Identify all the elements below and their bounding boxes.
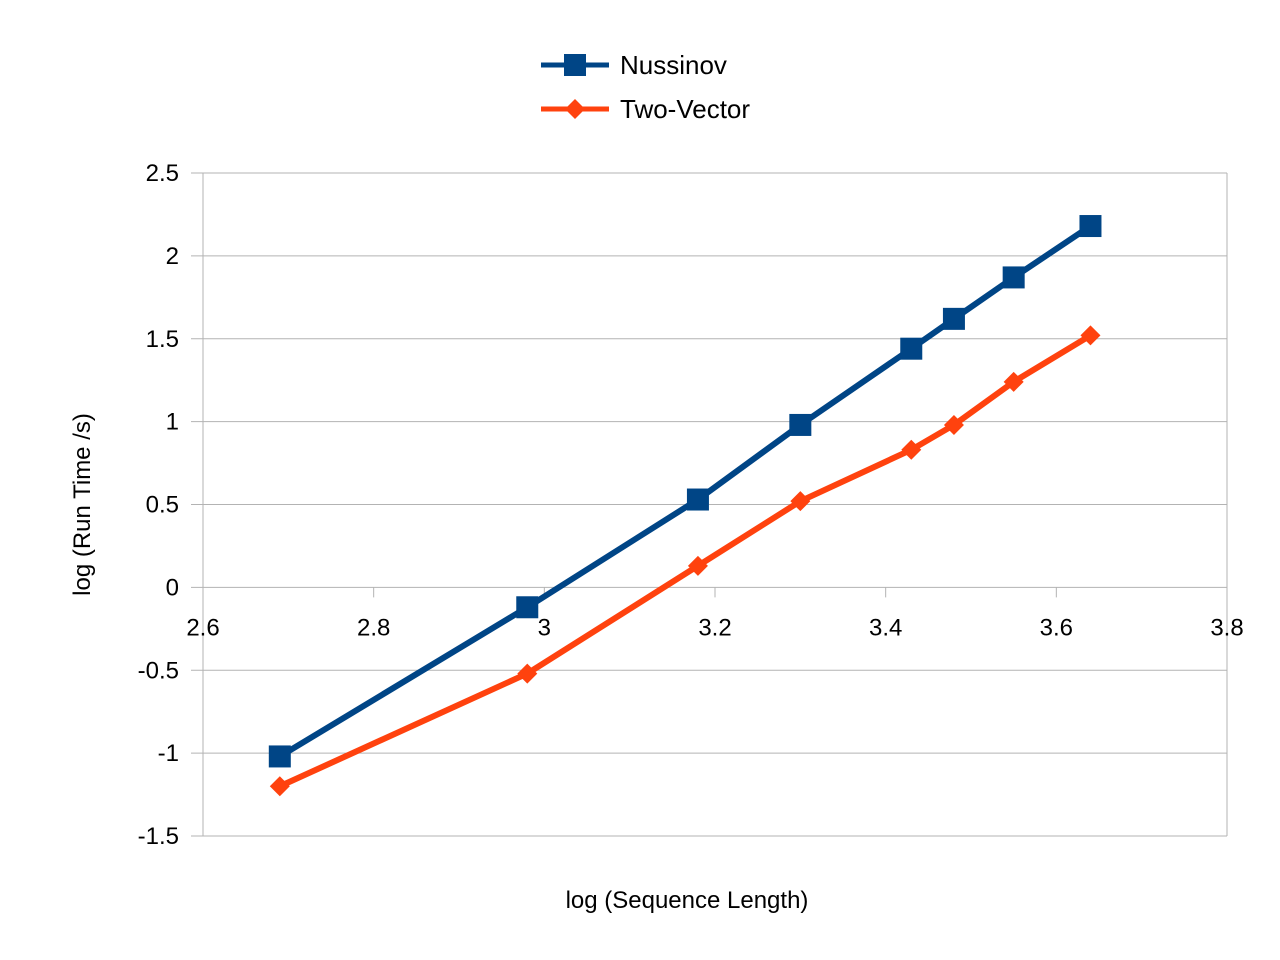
data-point-square <box>900 337 923 360</box>
x-tick-label: 2.8 <box>357 614 390 641</box>
data-point-diamond <box>517 663 538 684</box>
y-tick-label: 2.5 <box>146 160 179 187</box>
series-two-vector <box>269 325 1101 797</box>
data-point-square <box>268 745 291 768</box>
data-point-diamond <box>1080 325 1101 346</box>
plot-frame <box>202 173 1228 836</box>
y-tick-label: -1 <box>158 740 179 767</box>
legend-item: Two-Vector <box>541 94 750 124</box>
legend-marker-square <box>564 54 586 76</box>
y-tick-label: 1.5 <box>146 326 179 353</box>
series-line <box>278 223 1093 760</box>
legend-label: Nussinov <box>620 50 727 80</box>
x-tick-label: 3.8 <box>1210 614 1243 641</box>
legend-item: Nussinov <box>541 50 727 80</box>
data-point-square <box>516 596 539 619</box>
data-point-diamond <box>1003 371 1024 392</box>
legend: Nussinov Two-Vector <box>541 50 750 124</box>
data-point-square <box>1079 215 1102 238</box>
y-axis-ticks: -1.5 -1 -0.5 0 0.5 1 1.5 2 2.5 <box>138 160 179 850</box>
data-point-square <box>789 413 812 436</box>
data-point-square <box>1002 266 1025 289</box>
x-tick-label: 2.6 <box>186 614 219 641</box>
y-tick-label: 0 <box>166 574 179 601</box>
gridlines <box>191 172 1227 837</box>
legend-label: Two-Vector <box>620 94 750 124</box>
y-tick-label: 1 <box>166 409 179 436</box>
y-tick-label: -1.5 <box>138 823 179 850</box>
y-tick-label: -0.5 <box>138 657 179 684</box>
y-tick-label: 0.5 <box>146 492 179 519</box>
data-point-diamond <box>269 776 290 797</box>
legend-marker-diamond <box>565 99 585 119</box>
series-lines <box>268 215 1102 797</box>
x-axis-title: log (Sequence Length) <box>566 887 809 914</box>
data-point-diamond <box>901 439 922 460</box>
data-point-diamond <box>943 414 964 435</box>
data-point-square <box>686 488 709 511</box>
x-tick-label: 3.4 <box>869 614 902 641</box>
data-point-square <box>942 307 965 330</box>
series-line <box>278 332 1093 790</box>
data-point-diamond <box>790 491 811 512</box>
x-tick-label: 3.6 <box>1040 614 1073 641</box>
x-tick-label: 3 <box>538 614 551 641</box>
series-nussinov <box>268 215 1102 768</box>
x-axis-ticks: 2.6 2.8 3 3.2 3.4 3.6 3.8 <box>186 587 1244 641</box>
y-axis-title: log (Run Time /s) <box>69 413 96 596</box>
data-point-diamond <box>687 555 708 576</box>
y-tick-label: 2 <box>166 243 179 270</box>
x-tick-label: 3.2 <box>698 614 731 641</box>
